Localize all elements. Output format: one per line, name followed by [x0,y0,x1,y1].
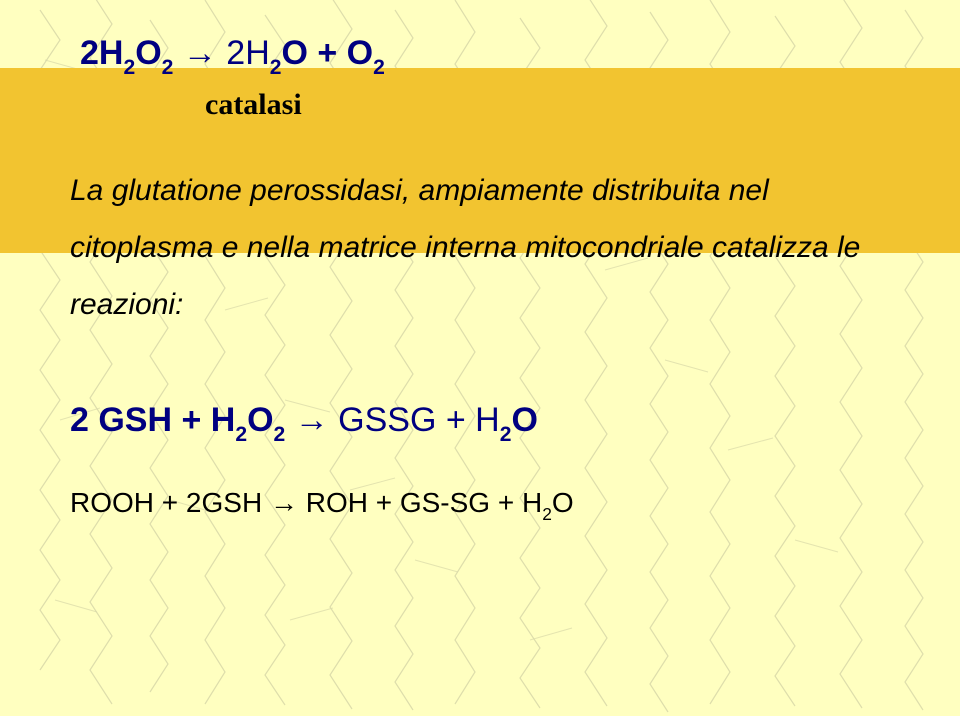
description-paragraph: La glutatione perossidasi, ampiamente di… [70,162,890,333]
equation-gsh-h2o2: 2 GSH + H2O2 → GSSG + H2O [70,401,890,445]
equation-rooh: ROOH + 2GSH → ROH + GS-SG + H2O [70,487,890,524]
slide-content: 2H2O2 → 2H2O + O2 catalasi La glutatione… [0,0,960,523]
catalasi-label: catalasi [205,88,890,122]
equation-catalase: 2H2O2 → 2H2O + O2 [80,34,890,78]
